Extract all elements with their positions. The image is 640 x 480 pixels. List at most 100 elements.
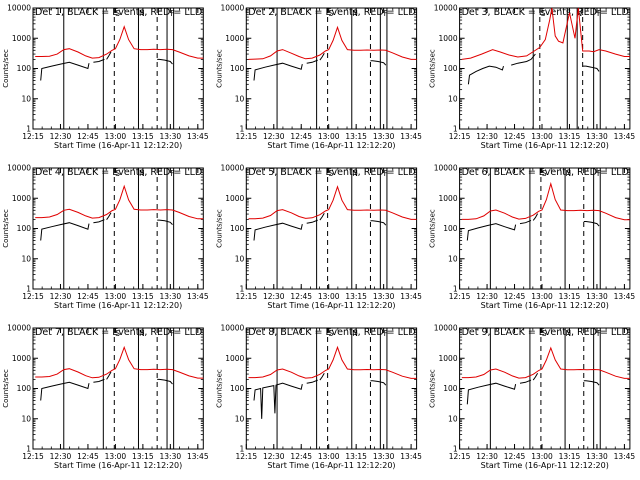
x-tick-label: 12:15 (22, 132, 44, 141)
x-tick-label: 13:45 (187, 292, 209, 301)
y-tick-label: 100 (230, 384, 245, 393)
events-series-line (106, 371, 112, 380)
interval-marker-label: S (329, 329, 334, 338)
x-tick-label: 13:00 (531, 452, 553, 461)
y-tick-label: 10000 (434, 4, 458, 13)
events-series-line (511, 53, 536, 66)
x-tick-label: 13:15 (132, 132, 154, 141)
interval-marker-label: F (597, 9, 601, 18)
interval-marker-label: N (566, 329, 572, 338)
panel-title: Det 1, BLACK = Events, RED = LLD (35, 7, 202, 18)
plot-frame (245, 167, 418, 290)
y-tick-label: 10 (448, 94, 458, 103)
detector-panel: Det 6, BLACK = Events, RED = LLD 1 10 100 10… (429, 164, 636, 311)
lld-series-line (35, 345, 204, 379)
y-tick-label: 1 (240, 285, 245, 294)
x-tick-label: 13:00 (318, 292, 340, 301)
y-tick-label: 1000 (12, 194, 31, 203)
x-tick-label: 13:00 (318, 452, 340, 461)
x-tick-label: 12:15 (449, 452, 471, 461)
detector-panel: Det 8, BLACK = Events, RED = LLD 1 10 100 10… (215, 324, 422, 471)
y-axis-label: Counts/sec (215, 369, 223, 408)
lld-series-line (461, 181, 630, 221)
x-tick-label: 12:15 (235, 292, 257, 301)
events-series-line (319, 212, 325, 221)
y-axis-label: Counts/sec (215, 49, 223, 88)
x-tick-label: 13:30 (586, 452, 608, 461)
x-tick-label: 13:45 (187, 452, 209, 461)
x-tick-label: 13:15 (559, 292, 581, 301)
y-tick-label: 100 (230, 64, 245, 73)
y-axis-label: Counts/sec (429, 49, 437, 88)
events-series-line (253, 222, 303, 241)
x-tick-label: 13:00 (531, 132, 553, 141)
x-tick-label: 12:45 (77, 452, 99, 461)
x-axis-label: Start Time (16-Apr-11 12:12:20) (54, 301, 182, 310)
x-tick-label: 13:45 (400, 452, 422, 461)
interval-marker-label: N (352, 329, 358, 338)
lld-series-line (461, 7, 630, 60)
x-tick-label: 13:30 (160, 452, 182, 461)
y-tick-label: 1 (26, 445, 31, 454)
x-tick-label: 13:15 (132, 452, 154, 461)
lld-series-line (461, 346, 630, 379)
detector-panel: Det 4, BLACK = Events, RED = LLD 1 10 100 10… (2, 164, 209, 311)
events-series-line (306, 59, 318, 64)
interval-marker-label: S (542, 329, 547, 338)
events-series-line (532, 213, 539, 221)
x-tick-label: 13:00 (105, 132, 127, 141)
y-tick-label: 100 (230, 224, 245, 233)
events-series-line (519, 219, 532, 225)
y-axis-label: Counts/sec (215, 209, 223, 248)
y-tick-label: 1000 (225, 194, 244, 203)
interval-marker-label: F (170, 329, 174, 338)
x-tick-label: 13:45 (400, 292, 422, 301)
x-tick-label: 13:00 (318, 132, 340, 141)
x-axis-label: Start Time (16-Apr-11 12:12:20) (267, 461, 395, 470)
events-series-line (370, 60, 387, 66)
y-tick-label: 10 (448, 414, 458, 423)
y-tick-label: 10000 (7, 164, 31, 173)
x-tick-label: 12:30 (263, 292, 285, 301)
interval-marker-label: N (352, 169, 358, 178)
panel-title: Det 8, BLACK = Events, RED = LLD (248, 327, 415, 338)
y-tick-label: 10 (235, 254, 245, 263)
plot-frame (245, 7, 418, 130)
x-tick-label: 12:45 (504, 452, 526, 461)
detector-panel: Det 1, BLACK = Events, RED = LLD 1 10 100 10… (2, 4, 209, 151)
y-tick-label: 10 (21, 414, 31, 423)
panel-title: Det 6, BLACK = Events, RED = LLD (462, 167, 629, 178)
plot-frame (32, 327, 204, 450)
x-axis-label: Start Time (16-Apr-11 12:12:20) (481, 461, 609, 470)
x-tick-label: 13:45 (614, 452, 636, 461)
x-tick-label: 12:15 (235, 132, 257, 141)
y-axis-label: Counts/sec (429, 209, 437, 248)
y-tick-label: 1 (453, 285, 458, 294)
y-tick-label: 10000 (220, 4, 244, 13)
events-series-line (93, 378, 105, 383)
y-tick-label: 1000 (225, 34, 244, 43)
x-tick-label: 13:45 (614, 292, 636, 301)
x-axis-label: Start Time (16-Apr-11 12:12:20) (54, 461, 182, 470)
y-tick-label: 1000 (439, 194, 458, 203)
y-tick-label: 1 (240, 445, 245, 454)
panel-title: Det 5, BLACK = Events, RED = LLD (248, 167, 415, 178)
x-tick-label: 13:15 (345, 292, 367, 301)
y-tick-label: 10000 (434, 164, 458, 173)
events-series-line (319, 52, 325, 61)
events-series-line (519, 379, 532, 384)
detector-panel: Det 3, BLACK = Events, RED = LLD 1 10 100 10… (429, 4, 636, 151)
interval-marker-label: N (139, 169, 145, 178)
events-series-line (157, 378, 173, 385)
x-tick-label: 13:00 (105, 452, 127, 461)
y-tick-label: 1000 (12, 34, 31, 43)
events-series-line (370, 220, 387, 226)
x-tick-label: 13:15 (345, 132, 367, 141)
x-tick-label: 13:30 (586, 132, 608, 141)
events-series-line (93, 219, 105, 224)
interval-marker-label: S (115, 329, 120, 338)
events-series-line (532, 372, 539, 381)
y-tick-label: 1 (26, 285, 31, 294)
interval-marker-label: F (170, 169, 174, 178)
